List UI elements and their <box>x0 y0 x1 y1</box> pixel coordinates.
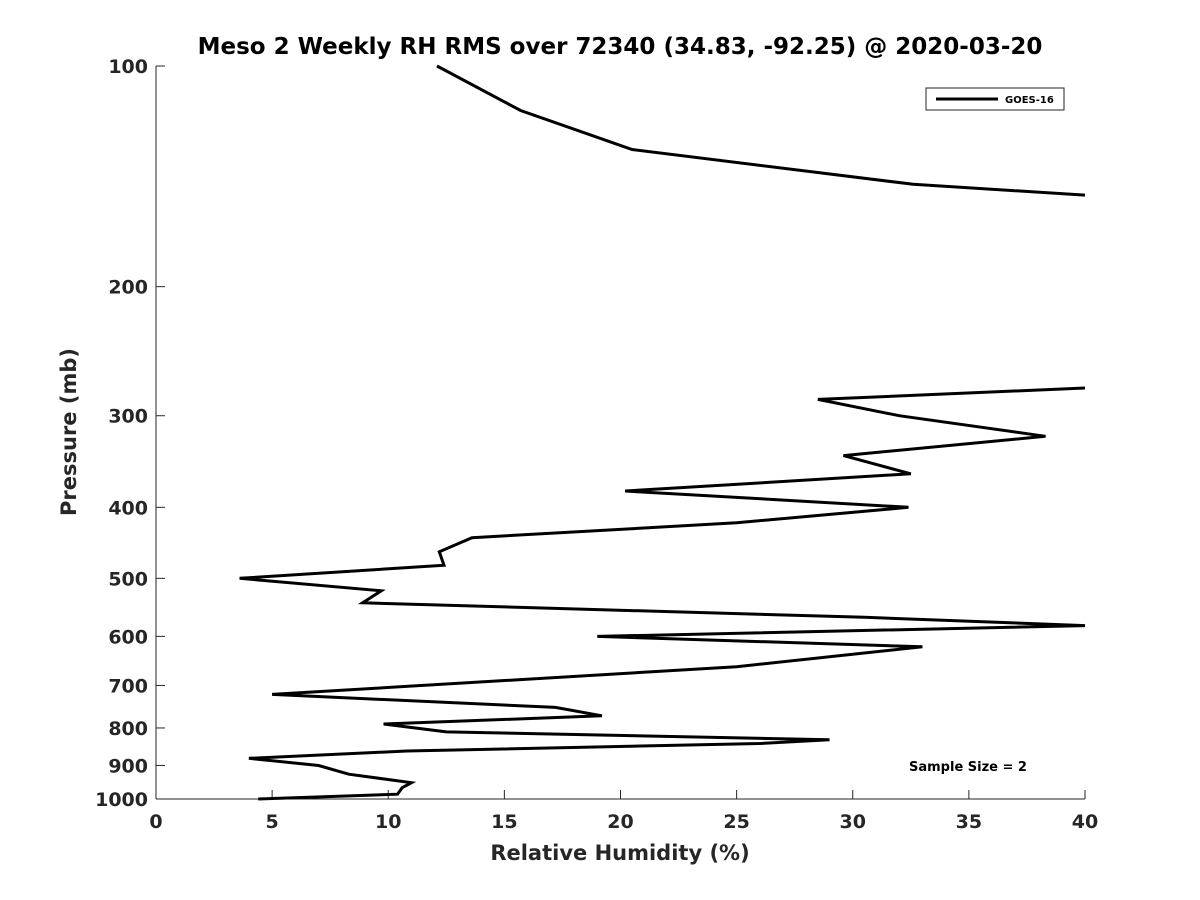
y-tick-label: 300 <box>108 406 148 428</box>
x-tick-label: 20 <box>607 811 633 833</box>
sample-size-annotation: Sample Size = 2 <box>909 760 1027 775</box>
series-layer <box>239 64 1086 801</box>
y-axis-ticks: 100 200 300 400 500 600 700 800 900 1000 <box>95 56 165 811</box>
y-tick-label: 100 <box>108 56 148 78</box>
y-axis-label: Pressure (mb) <box>57 348 81 516</box>
y-tick-label: 700 <box>108 675 148 697</box>
legend-label-goes-16: GOES-16 <box>1005 95 1054 106</box>
x-tick-label: 25 <box>723 811 749 833</box>
x-tick-label: 5 <box>266 811 279 833</box>
x-tick-label: 40 <box>1072 811 1098 833</box>
x-tick-label: 30 <box>840 811 866 833</box>
y-tick-label: 800 <box>108 718 148 740</box>
x-tick-label: 10 <box>375 811 401 833</box>
y-tick-label: 1000 <box>95 789 148 811</box>
x-axis-ticks: 0 5 10 15 20 25 30 35 40 <box>149 790 1098 833</box>
x-tick-label: 15 <box>491 811 517 833</box>
y-tick-label: 400 <box>108 497 148 519</box>
x-tick-label: 35 <box>956 811 982 833</box>
series-line-goes-16-segment-1 <box>436 64 1086 197</box>
x-axis-label: Relative Humidity (%) <box>490 841 749 865</box>
y-tick-label: 200 <box>108 277 148 299</box>
chart-title: Meso 2 Weekly RH RMS over 72340 (34.83, … <box>198 34 1043 60</box>
y-tick-label: 900 <box>108 755 148 777</box>
series-line-goes-16-segment-2 <box>239 386 1086 801</box>
legend: GOES-16 <box>925 87 1065 111</box>
y-tick-label: 600 <box>108 626 148 648</box>
x-tick-label: 0 <box>149 811 162 833</box>
y-tick-label: 500 <box>108 568 148 590</box>
plot-area <box>156 66 1085 799</box>
